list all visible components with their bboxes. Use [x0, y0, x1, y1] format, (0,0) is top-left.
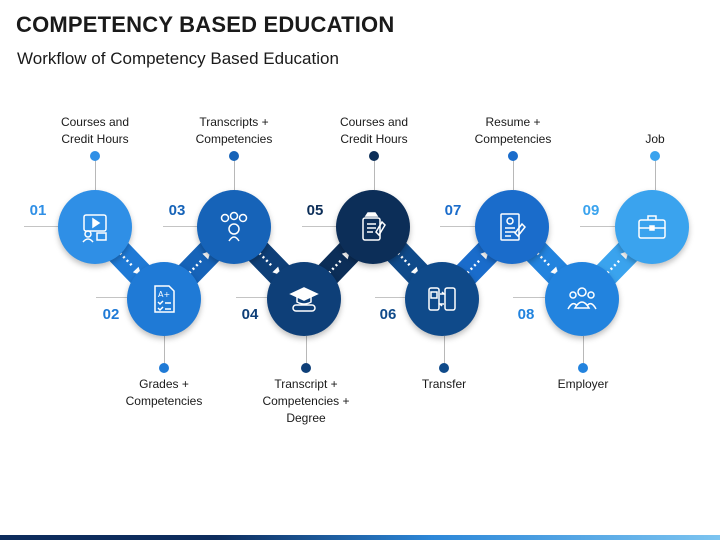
step-07-number: 07: [444, 202, 462, 219]
grade-sheet-icon: A+: [154, 285, 175, 313]
step-07-circle: [475, 190, 549, 264]
step-03-circle: [197, 190, 271, 264]
svg-text:A+: A+: [158, 290, 170, 299]
step-01-circle: [58, 190, 132, 264]
step-09-circle: [615, 190, 689, 264]
step-04-circle: [267, 262, 341, 336]
step-07-marker: [508, 151, 518, 161]
ribbon-flow-dots: [536, 252, 553, 269]
step-04-label: Transcript + Competencies + Degree: [262, 377, 350, 425]
step-02-leader-line: [96, 297, 136, 298]
page-title: COMPETENCY BASED EDUCATION: [16, 12, 395, 37]
step-05-label: Courses and Credit Hours: [339, 115, 409, 146]
step-09-connector: [655, 158, 656, 190]
step-08-circle: [545, 262, 619, 336]
step-05-marker: [369, 151, 379, 161]
step-03-leader-line: [163, 226, 218, 227]
step-07-label: Resume + Competencies: [474, 115, 552, 146]
step-06-circle: [405, 262, 479, 336]
step-06-number: 06: [379, 306, 397, 323]
step-08-number: 08: [517, 306, 535, 323]
briefcase-icon: [638, 215, 666, 239]
mobile-courses-icon: [362, 212, 386, 241]
transfer-devices-icon: [428, 287, 456, 311]
step-03-marker: [229, 151, 239, 161]
step-02-label: Grades + Competencies: [125, 377, 203, 408]
step-03-connector: [234, 158, 235, 190]
ribbon-flow-dots: [466, 257, 483, 274]
ribbon-flow-dots: [188, 257, 205, 274]
step-01-marker: [90, 151, 100, 161]
ribbon-flow-dots: [118, 252, 135, 269]
step-07-connector: [513, 158, 514, 190]
ribbon-flow-dots: [396, 252, 413, 269]
step-02-number: 02: [102, 306, 120, 323]
skills-gears-icon: [220, 211, 248, 242]
step-06-connector: [444, 336, 445, 366]
step-02-circle: A+: [127, 262, 201, 336]
step-04-number: 04: [241, 306, 259, 323]
step-04-connector: [306, 336, 307, 366]
step-09-number: 09: [582, 202, 600, 219]
page-subtitle: Workflow of Competency Based Education: [17, 49, 339, 68]
step-03-number: 03: [168, 202, 186, 219]
step-09-label: Job: [645, 132, 665, 146]
step-08-connector: [583, 336, 584, 366]
step-05-leader-line: [302, 226, 357, 227]
graduation-diploma-icon: [289, 287, 319, 312]
step-01-connector: [95, 158, 96, 190]
step-01-label: Courses and Credit Hours: [60, 115, 130, 146]
step-09-leader-line: [580, 226, 635, 227]
online-course-icon: [82, 214, 107, 243]
step-07-leader-line: [440, 226, 495, 227]
step-05-number: 05: [306, 202, 324, 219]
step-04-marker: [301, 363, 311, 373]
step-04-leader-line: [236, 297, 276, 298]
team-icon: [567, 287, 597, 310]
step-05-connector: [374, 158, 375, 190]
step-08-marker: [578, 363, 588, 373]
ribbon-flow-dots: [258, 252, 275, 269]
step-06-leader-line: [375, 297, 415, 298]
step-02-marker: [159, 363, 169, 373]
step-03-label: Transcripts + Competencies: [195, 115, 273, 146]
step-02-connector: [164, 336, 165, 366]
ribbon-flow-dots: [327, 257, 344, 274]
ribbon-flow-dots: [606, 257, 623, 274]
resume-icon: [500, 213, 526, 241]
step-01-leader-line: [24, 226, 79, 227]
step-09-marker: [650, 151, 660, 161]
step-06-label: Transfer: [421, 377, 467, 391]
step-08-leader-line: [513, 297, 553, 298]
footer-bar: [0, 535, 720, 540]
step-01-number: 01: [29, 202, 47, 219]
step-05-circle: [336, 190, 410, 264]
step-06-marker: [439, 363, 449, 373]
step-08-label: Employer: [557, 377, 609, 391]
